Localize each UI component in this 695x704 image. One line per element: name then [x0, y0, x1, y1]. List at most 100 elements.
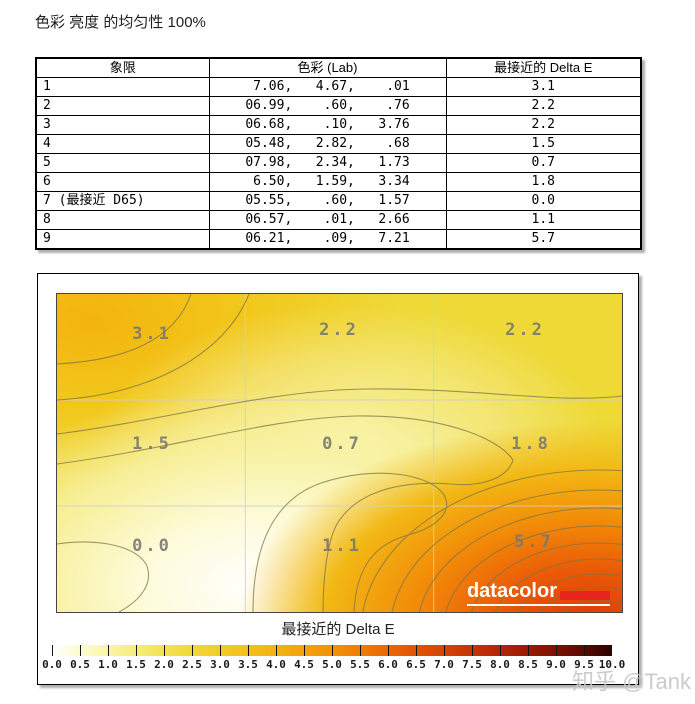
delta-e-colorbar: [52, 645, 612, 656]
colorbar-tick-label: 7.5: [462, 658, 482, 671]
cell-lab: 07.98, 2.34, 1.73: [208, 153, 447, 173]
colorbar-title: 最接近的 Delta E: [281, 621, 395, 638]
colorbar-tick: [584, 645, 585, 656]
cell-quadrant: 4: [35, 134, 210, 154]
colorbar-tick-label: 6.5: [406, 658, 426, 671]
colorbar-tick-label: 8.5: [518, 658, 538, 671]
colorbar-tick-label: 4.5: [294, 658, 314, 671]
cell-lab: 6.50, 1.59, 3.34: [208, 172, 447, 192]
header-lab: 色彩 (Lab): [208, 57, 447, 78]
datacolor-logo-text: datacolor: [466, 580, 557, 602]
cell-lab: 06.99, .60, .76: [208, 96, 447, 116]
table-row: 7 (最接近 D65) 05.55, .60, 1.57 0.0: [35, 191, 642, 211]
colorbar-tick-label: 5.0: [322, 658, 342, 671]
colorbar-tick-label: 4.0: [266, 658, 286, 671]
colorbar-tick-label: 9.0: [546, 658, 566, 671]
cell-delta: 0.0: [445, 191, 642, 211]
colorbar-tick: [556, 645, 557, 656]
uniformity-table: 象限 色彩 (Lab) 最接近的 Delta E 1 7.06, 4.67, .…: [35, 57, 642, 250]
colorbar-tick: [611, 645, 612, 656]
colorbar-tick-label: 0.0: [42, 658, 62, 671]
table-row: 5 07.98, 2.34, 1.73 0.7: [35, 153, 642, 173]
contour-field: [57, 294, 622, 612]
cell-quadrant: 3: [35, 115, 210, 135]
cell-quadrant: 1: [35, 77, 210, 97]
header-quadrant: 象限: [35, 57, 210, 78]
cell-delta: 0.7: [445, 153, 642, 173]
cell-delta: 1.8: [445, 172, 642, 192]
table-row: 1 7.06, 4.67, .01 3.1: [35, 77, 642, 97]
heatmap-cell-label: 2.2: [505, 320, 545, 340]
colorbar-tick-label: 6.0: [378, 658, 398, 671]
cell-quadrant: 5: [35, 153, 210, 173]
quadrant-grid-lines: [57, 294, 622, 612]
colorbar-tick: [332, 645, 333, 656]
cell-delta: 5.7: [445, 229, 642, 250]
colorbar-tick: [500, 645, 501, 656]
heatmap-cell-label: 1.1: [322, 536, 362, 556]
cell-quadrant: 6: [35, 172, 210, 192]
colorbar-tick-label: 1.5: [126, 658, 146, 671]
cell-delta: 2.2: [445, 115, 642, 135]
cell-lab: 06.57, .01, 2.66: [208, 210, 447, 230]
cell-lab: 7.06, 4.67, .01: [208, 77, 447, 97]
heatmap-cell-label: 5.7: [514, 532, 554, 552]
page-title: 色彩 亮度 的均匀性 100%: [35, 14, 206, 31]
colorbar-tick-label: 1.0: [98, 658, 118, 671]
table-row: 4 05.48, 2.82, .68 1.5: [35, 134, 642, 154]
colorbar-tick: [164, 645, 165, 656]
colorbar-tick-label: 10.0: [598, 658, 626, 671]
colorbar-tick: [388, 645, 389, 656]
colorbar-tick-label: 3.5: [238, 658, 258, 671]
cell-quadrant: 8: [35, 210, 210, 230]
colorbar-tick: [80, 645, 81, 656]
colorbar-tick: [528, 645, 529, 656]
table-row: 6 6.50, 1.59, 3.34 1.8: [35, 172, 642, 192]
heatmap-cell-label: 0.7: [322, 434, 362, 454]
table-row: 3 06.68, .10, 3.76 2.2: [35, 115, 642, 135]
cell-delta: 1.5: [445, 134, 642, 154]
colorbar-tick-label: 3.0: [210, 658, 230, 671]
cell-quadrant: 7 (最接近 D65): [35, 191, 210, 211]
colorbar-tick: [136, 645, 137, 656]
colorbar-tick-label: 2.5: [182, 658, 202, 671]
colorbar-tick-labels: 0.0 0.5 1.0 1.5 2.0 2.5 3.0 3.5 4.0 4.5 5.0 5.5 6.0 6…: [38, 658, 626, 671]
uniformity-chart-panel: 3.1 2.2 2.2 1.5 0.7 1.8 0.0 1.1 5.7 datacolor 最接…: [37, 273, 639, 685]
cell-delta: 2.2: [445, 96, 642, 116]
colorbar-tick-label: 9.5: [574, 658, 594, 671]
colorbar-tick: [220, 645, 221, 656]
delta-e-contour-map: 3.1 2.2 2.2 1.5 0.7 1.8 0.0 1.1 5.7 datacolor: [56, 293, 623, 613]
colorbar-tick-label: 2.0: [154, 658, 174, 671]
colorbar-tick: [360, 645, 361, 656]
colorbar-tick: [248, 645, 249, 656]
cell-quadrant: 9: [35, 229, 210, 250]
watermark: 知乎 @Tank: [572, 669, 691, 694]
colorbar-tick: [192, 645, 193, 656]
table-header-row: 象限 色彩 (Lab) 最接近的 Delta E: [35, 57, 642, 78]
colorbar-tick: [304, 645, 305, 656]
heatmap-cell-label: 3.1: [132, 324, 172, 344]
table-row: 2 06.99, .60, .76 2.2: [35, 96, 642, 116]
colorbar-tick-label: 8.0: [490, 658, 510, 671]
cell-delta: 1.1: [445, 210, 642, 230]
colorbar-tick-label: 7.0: [434, 658, 454, 671]
heatmap-cell-label: 0.0: [132, 536, 172, 556]
heatmap-cell-label: 1.8: [511, 434, 551, 454]
colorbar-tick: [472, 645, 473, 656]
colorbar-tick: [52, 645, 53, 656]
cell-delta: 3.1: [445, 77, 642, 97]
cell-lab: 06.68, .10, 3.76: [208, 115, 447, 135]
cell-lab: 05.48, 2.82, .68: [208, 134, 447, 154]
colorbar-tick: [444, 645, 445, 656]
table-row: 8 06.57, .01, 2.66 1.1: [35, 210, 642, 230]
table-row: 9 06.21, .09, 7.21 5.7: [35, 229, 642, 250]
colorbar-tick: [108, 645, 109, 656]
header-delta-e: 最接近的 Delta E: [445, 57, 642, 78]
cell-quadrant: 2: [35, 96, 210, 116]
colorbar-tick: [416, 645, 417, 656]
cell-lab: 06.21, .09, 7.21: [208, 229, 447, 250]
contour-lines: [57, 294, 622, 612]
colorbar-tick: [276, 645, 277, 656]
colorbar-tick-label: 5.5: [350, 658, 370, 671]
cell-lab: 05.55, .60, 1.57: [208, 191, 447, 211]
